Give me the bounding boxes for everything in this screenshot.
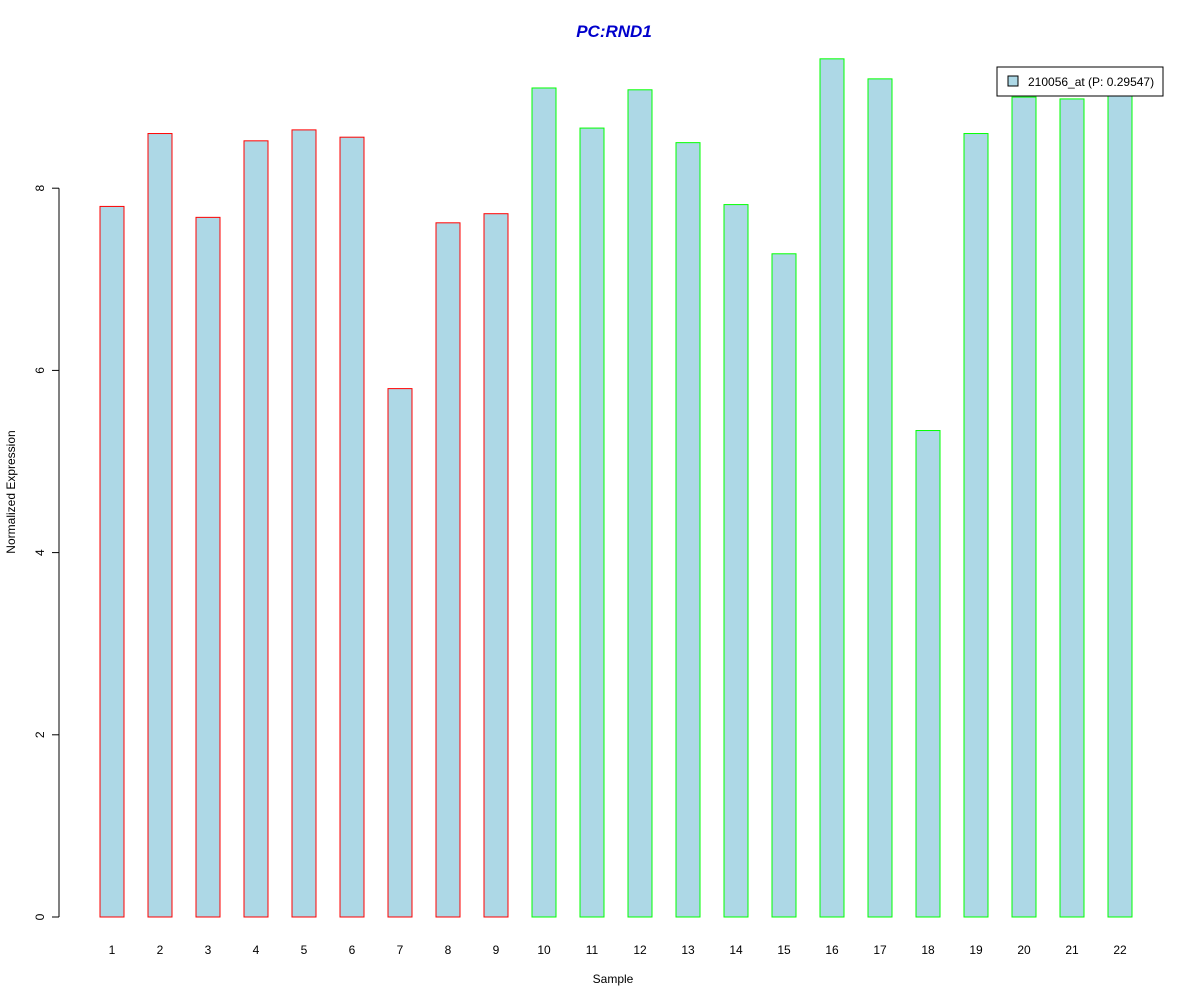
x-tick-labels: 1 2 3 4 5 6 7 8 9 10 11 12 13 14 15 16 17 18 19 20 21 22 (109, 943, 1127, 957)
x-tick-label: 12 (633, 943, 647, 957)
bar-sample-5 (291, 129, 317, 918)
bar-sample-17 (867, 78, 893, 918)
x-tick-label: 6 (349, 943, 356, 957)
bar-sample-3 (195, 216, 221, 918)
x-tick-label: 10 (537, 943, 551, 957)
chart-title: PC:RND1 (576, 22, 652, 41)
bar-sample-16 (819, 58, 845, 918)
x-tick-label: 20 (1017, 943, 1031, 957)
bar-sample-4 (243, 140, 269, 918)
x-tick-label: 11 (586, 943, 599, 957)
bar-sample-14 (723, 204, 749, 918)
bar-sample-10 (531, 87, 557, 918)
x-tick-label: 4 (253, 943, 260, 957)
x-tick-label: 22 (1113, 943, 1127, 957)
bar-sample-22 (1107, 94, 1133, 918)
x-tick-label: 19 (969, 943, 983, 957)
x-tick-label: 14 (729, 943, 743, 957)
x-tick-label: 18 (921, 943, 935, 957)
y-axis: 0 2 4 6 8 (33, 185, 60, 920)
y-tick-label: 4 (33, 549, 47, 556)
bar-sample-2 (147, 133, 173, 918)
bar-sample-19 (963, 133, 989, 918)
bar-sample-13 (675, 142, 701, 918)
bar-sample-8 (435, 222, 461, 918)
legend-box (996, 66, 1164, 97)
bar-sample-11 (579, 127, 605, 918)
x-tick-label: 15 (777, 943, 791, 957)
bar-sample-15 (771, 253, 797, 918)
y-tick-label: 8 (33, 185, 47, 192)
y-tick-label: 6 (33, 367, 47, 374)
bar-sample-6 (339, 136, 365, 918)
legend: 210056_at (P: 0.29547) (996, 66, 1164, 97)
x-tick-label: 16 (825, 943, 839, 957)
bar-sample-9 (483, 213, 509, 918)
x-tick-label: 9 (493, 943, 500, 957)
bar-sample-21 (1059, 98, 1085, 918)
y-tick-label: 0 (33, 913, 47, 920)
x-tick-label: 1 (109, 943, 116, 957)
bar-sample-20 (1011, 96, 1037, 918)
y-tick-label: 2 (33, 731, 47, 738)
x-tick-label: 8 (445, 943, 452, 957)
x-tick-label: 7 (397, 943, 404, 957)
y-axis-label: Normalized Expression (4, 430, 18, 553)
bars-group (99, 58, 1133, 918)
x-tick-label: 2 (157, 943, 164, 957)
x-tick-label: 17 (873, 943, 887, 957)
legend-label: 210056_at (P: 0.29547) (1028, 75, 1154, 89)
x-tick-label: 5 (301, 943, 308, 957)
bar-sample-12 (627, 89, 653, 918)
x-tick-label: 3 (205, 943, 212, 957)
x-tick-label: 21 (1065, 943, 1079, 957)
x-axis-label: Sample (593, 972, 634, 986)
bar-sample-18 (915, 430, 941, 918)
legend-swatch (1007, 75, 1019, 87)
x-tick-label: 13 (681, 943, 695, 957)
bar-sample-7 (387, 388, 413, 918)
bar-sample-1 (99, 205, 125, 918)
